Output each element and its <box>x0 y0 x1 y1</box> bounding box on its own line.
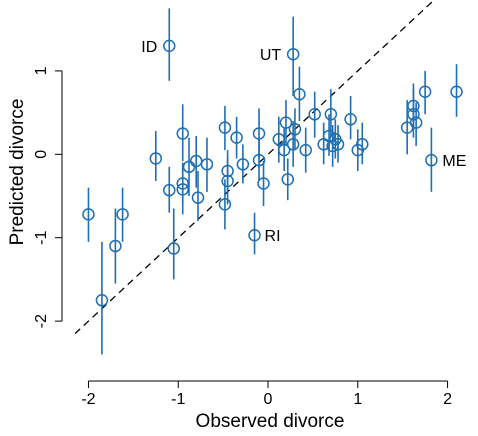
data-point <box>356 122 369 165</box>
point-label-me: ME <box>442 153 466 170</box>
data-point <box>167 208 180 280</box>
point-marker <box>286 47 300 61</box>
data-point <box>450 64 463 117</box>
data-point <box>331 125 345 163</box>
reference-line <box>75 0 436 335</box>
data-point <box>252 108 266 159</box>
data-point <box>288 108 302 151</box>
point-marker <box>344 113 357 126</box>
x-tick-label: -2 <box>81 391 95 408</box>
point-label-ut: UT <box>260 47 282 64</box>
data-point <box>407 89 420 138</box>
data-point <box>400 100 414 155</box>
data-point <box>176 166 189 215</box>
data-point <box>324 89 338 138</box>
point-marker <box>230 131 243 144</box>
point-marker <box>299 143 312 157</box>
point-marker <box>236 158 250 171</box>
point-marker <box>425 153 438 167</box>
point-marker <box>252 127 266 140</box>
point-marker <box>324 108 338 121</box>
point-marker <box>279 116 293 129</box>
point-marker <box>277 143 291 157</box>
point-labels-layer: ID RI UT ME <box>141 39 466 245</box>
point-marker <box>407 108 420 121</box>
point-marker <box>331 138 345 151</box>
point-marker <box>82 208 95 221</box>
data-point <box>248 212 261 255</box>
y-axis-label: Predicted divorce <box>7 99 28 246</box>
data-point <box>418 70 432 115</box>
point-marker <box>95 294 109 307</box>
data-point <box>230 116 243 159</box>
x-axis: -2 -1 0 1 2 <box>81 380 452 408</box>
point-marker <box>109 239 122 253</box>
data-point <box>200 137 214 192</box>
point-marker <box>200 158 214 171</box>
point-marker <box>257 177 270 190</box>
data-point <box>218 105 232 151</box>
point-marker <box>286 138 300 151</box>
point-marker <box>281 173 295 186</box>
point-marker <box>418 85 432 98</box>
data-point <box>109 208 122 284</box>
data-point <box>176 104 189 161</box>
y-tick-label: 0 <box>33 150 50 159</box>
x-tick-label: -1 <box>171 391 185 408</box>
point-label-ri: RI <box>265 228 281 245</box>
data-point <box>286 16 300 96</box>
data-point <box>221 158 234 205</box>
data-point <box>425 127 438 192</box>
point-marker <box>356 138 369 151</box>
y-tick-label: -1 <box>33 231 50 245</box>
data-point <box>163 166 176 213</box>
data-point <box>191 170 205 222</box>
point-marker <box>163 39 176 53</box>
data-point <box>95 241 109 355</box>
data-point <box>218 179 232 230</box>
data-point <box>82 187 95 242</box>
x-axis-label: Observed divorce <box>196 411 345 432</box>
data-point <box>236 144 250 184</box>
data-point <box>116 187 129 242</box>
data-point <box>277 127 291 171</box>
point-marker <box>167 242 180 255</box>
point-marker <box>409 116 423 129</box>
x-tick-label: 2 <box>443 391 452 408</box>
data-point <box>163 8 176 81</box>
point-marker <box>450 85 463 98</box>
data-point <box>409 102 423 146</box>
point-marker <box>218 121 232 134</box>
data-point <box>308 91 321 138</box>
data-point <box>293 66 306 121</box>
data-point <box>344 95 357 140</box>
point-marker <box>191 191 205 204</box>
point-marker <box>293 88 306 101</box>
data-point <box>286 120 300 167</box>
point-marker <box>218 198 232 211</box>
data-point <box>281 158 295 201</box>
point-marker <box>163 183 176 197</box>
data-point <box>299 127 312 173</box>
data-point <box>257 160 270 207</box>
points-layer <box>82 8 463 355</box>
point-marker <box>221 174 234 188</box>
point-marker <box>116 208 129 221</box>
point-marker <box>248 228 261 242</box>
point-marker <box>288 123 302 136</box>
point-marker <box>176 127 189 140</box>
point-marker <box>308 108 321 121</box>
y-tick-label: -2 <box>33 314 50 328</box>
data-point <box>149 130 163 181</box>
point-label-id: ID <box>141 39 157 56</box>
point-marker <box>149 152 163 165</box>
y-axis: -2 -1 0 1 <box>33 66 63 328</box>
x-tick-label: 0 <box>264 391 273 408</box>
data-point <box>279 100 293 146</box>
y-tick-label: 1 <box>33 66 50 75</box>
data-point <box>182 137 196 197</box>
x-tick-label: 1 <box>353 391 362 408</box>
reference-line-layer <box>75 0 436 335</box>
